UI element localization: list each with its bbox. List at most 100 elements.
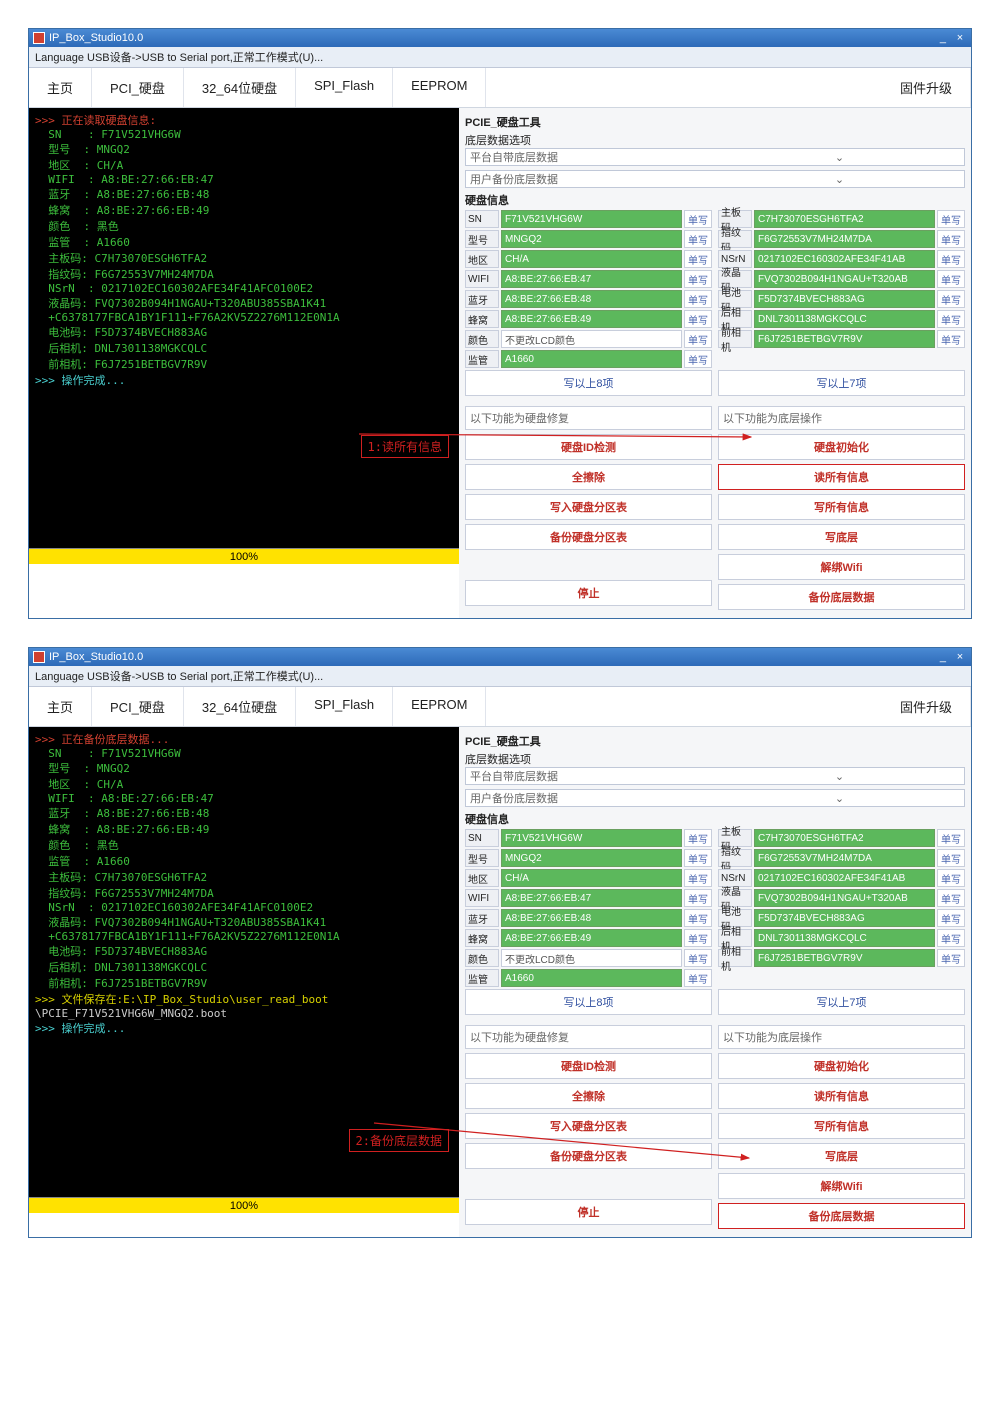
- single-write-button[interactable]: 单写: [684, 829, 712, 847]
- single-write-button[interactable]: 单写: [684, 929, 712, 947]
- info-value[interactable]: A8:BE:27:66:EB:48: [501, 290, 682, 308]
- single-write-button[interactable]: 单写: [684, 909, 712, 927]
- tab-eeprom[interactable]: EEPROM: [393, 68, 486, 107]
- info-value[interactable]: MNGQ2: [501, 849, 682, 867]
- info-value[interactable]: FVQ7302B094H1NGAU+T320AB: [754, 270, 935, 288]
- btn-write-part[interactable]: 写入硬盘分区表: [465, 1113, 712, 1139]
- minimize-icon[interactable]: _: [936, 32, 950, 44]
- btn-read-all[interactable]: 读所有信息: [718, 464, 965, 490]
- single-write-button[interactable]: 单写: [937, 270, 965, 288]
- single-write-button[interactable]: 单写: [684, 350, 712, 368]
- single-write-button[interactable]: 单写: [684, 889, 712, 907]
- single-write-button[interactable]: 单写: [684, 290, 712, 308]
- btn-stop[interactable]: 停止: [465, 1199, 712, 1225]
- single-write-button[interactable]: 单写: [937, 210, 965, 228]
- single-write-button[interactable]: 单写: [937, 889, 965, 907]
- info-value[interactable]: F6J7251BETBGV7R9V: [754, 330, 935, 348]
- single-write-button[interactable]: 单写: [937, 849, 965, 867]
- info-value[interactable]: A8:BE:27:66:EB:49: [501, 310, 682, 328]
- single-write-button[interactable]: 单写: [684, 949, 712, 967]
- tab-eeprom[interactable]: EEPROM: [393, 687, 486, 726]
- tab-firmware[interactable]: 固件升级: [882, 687, 971, 726]
- single-write-button[interactable]: 单写: [684, 310, 712, 328]
- info-value[interactable]: F6G72553V7MH24M7DA: [754, 849, 935, 867]
- dropdown-user[interactable]: 用户备份底层数据 ⌄: [465, 170, 965, 188]
- info-value[interactable]: MNGQ2: [501, 230, 682, 248]
- info-value[interactable]: F71V521VHG6W: [501, 829, 682, 847]
- info-value[interactable]: F5D7374BVECH883AG: [754, 290, 935, 308]
- single-write-button[interactable]: 单写: [937, 949, 965, 967]
- tab-home[interactable]: 主页: [29, 687, 92, 726]
- single-write-button[interactable]: 单写: [937, 310, 965, 328]
- single-write-button[interactable]: 单写: [937, 290, 965, 308]
- btn-unbind-wifi[interactable]: 解绑Wifi: [718, 1173, 965, 1199]
- btn-init[interactable]: 硬盘初始化: [718, 1053, 965, 1079]
- tab-home[interactable]: 主页: [29, 68, 92, 107]
- info-value[interactable]: F5D7374BVECH883AG: [754, 909, 935, 927]
- tab-3264[interactable]: 32_64位硬盘: [184, 68, 296, 107]
- btn-write-all[interactable]: 写所有信息: [718, 494, 965, 520]
- menubar[interactable]: Language USB设备->USB to Serial port,正常工作模…: [29, 47, 971, 68]
- btn-backup-boot[interactable]: 备份底层数据: [718, 1203, 965, 1229]
- info-value[interactable]: CH/A: [501, 250, 682, 268]
- write-8-button[interactable]: 写以上8项: [465, 989, 712, 1015]
- single-write-button[interactable]: 单写: [684, 270, 712, 288]
- btn-write-part[interactable]: 写入硬盘分区表: [465, 494, 712, 520]
- btn-disk-id[interactable]: 硬盘ID检测: [465, 1053, 712, 1079]
- info-value[interactable]: 不更改LCD颜色: [501, 949, 682, 967]
- info-value[interactable]: 0217102EC160302AFE34F41AB: [754, 250, 935, 268]
- write-8-button[interactable]: 写以上8项: [465, 370, 712, 396]
- single-write-button[interactable]: 单写: [937, 330, 965, 348]
- btn-erase[interactable]: 全擦除: [465, 464, 712, 490]
- single-write-button[interactable]: 单写: [684, 969, 712, 987]
- info-value[interactable]: F6G72553V7MH24M7DA: [754, 230, 935, 248]
- single-write-button[interactable]: 单写: [937, 250, 965, 268]
- write-7-button[interactable]: 写以上7项: [718, 370, 965, 396]
- single-write-button[interactable]: 单写: [684, 849, 712, 867]
- info-value[interactable]: DNL7301138MGKCQLC: [754, 310, 935, 328]
- minimize-icon[interactable]: _: [936, 651, 950, 663]
- info-value[interactable]: C7H73070ESGH6TFA2: [754, 829, 935, 847]
- single-write-button[interactable]: 单写: [937, 829, 965, 847]
- tab-3264[interactable]: 32_64位硬盘: [184, 687, 296, 726]
- tab-pci[interactable]: PCI_硬盘: [92, 68, 184, 107]
- btn-stop[interactable]: 停止: [465, 580, 712, 606]
- single-write-button[interactable]: 单写: [684, 330, 712, 348]
- btn-read-all[interactable]: 读所有信息: [718, 1083, 965, 1109]
- info-value[interactable]: F6J7251BETBGV7R9V: [754, 949, 935, 967]
- close-icon[interactable]: ×: [953, 651, 967, 663]
- dropdown-user[interactable]: 用户备份底层数据 ⌄: [465, 789, 965, 807]
- info-value[interactable]: FVQ7302B094H1NGAU+T320AB: [754, 889, 935, 907]
- info-value[interactable]: 0217102EC160302AFE34F41AB: [754, 869, 935, 887]
- single-write-button[interactable]: 单写: [937, 869, 965, 887]
- dropdown-platform[interactable]: 平台自带底层数据 ⌄: [465, 767, 965, 785]
- btn-unbind-wifi[interactable]: 解绑Wifi: [718, 554, 965, 580]
- single-write-button[interactable]: 单写: [684, 869, 712, 887]
- single-write-button[interactable]: 单写: [684, 230, 712, 248]
- btn-write-boot[interactable]: 写底层: [718, 524, 965, 550]
- info-value[interactable]: C7H73070ESGH6TFA2: [754, 210, 935, 228]
- close-icon[interactable]: ×: [953, 32, 967, 44]
- single-write-button[interactable]: 单写: [684, 210, 712, 228]
- tab-spi[interactable]: SPI_Flash: [296, 687, 393, 726]
- tab-spi[interactable]: SPI_Flash: [296, 68, 393, 107]
- info-value[interactable]: A8:BE:27:66:EB:48: [501, 909, 682, 927]
- btn-disk-id[interactable]: 硬盘ID检测: [465, 434, 712, 460]
- info-value[interactable]: 不更改LCD颜色: [501, 330, 682, 348]
- tab-firmware[interactable]: 固件升级: [882, 68, 971, 107]
- info-value[interactable]: CH/A: [501, 869, 682, 887]
- btn-write-all[interactable]: 写所有信息: [718, 1113, 965, 1139]
- info-value[interactable]: DNL7301138MGKCQLC: [754, 929, 935, 947]
- single-write-button[interactable]: 单写: [937, 929, 965, 947]
- info-value[interactable]: A8:BE:27:66:EB:47: [501, 889, 682, 907]
- info-value[interactable]: F71V521VHG6W: [501, 210, 682, 228]
- write-7-button[interactable]: 写以上7项: [718, 989, 965, 1015]
- info-value[interactable]: A8:BE:27:66:EB:47: [501, 270, 682, 288]
- btn-write-boot[interactable]: 写底层: [718, 1143, 965, 1169]
- btn-backup-part[interactable]: 备份硬盘分区表: [465, 524, 712, 550]
- btn-erase[interactable]: 全擦除: [465, 1083, 712, 1109]
- btn-backup-boot[interactable]: 备份底层数据: [718, 584, 965, 610]
- dropdown-platform[interactable]: 平台自带底层数据 ⌄: [465, 148, 965, 166]
- btn-backup-part[interactable]: 备份硬盘分区表: [465, 1143, 712, 1169]
- info-value[interactable]: A8:BE:27:66:EB:49: [501, 929, 682, 947]
